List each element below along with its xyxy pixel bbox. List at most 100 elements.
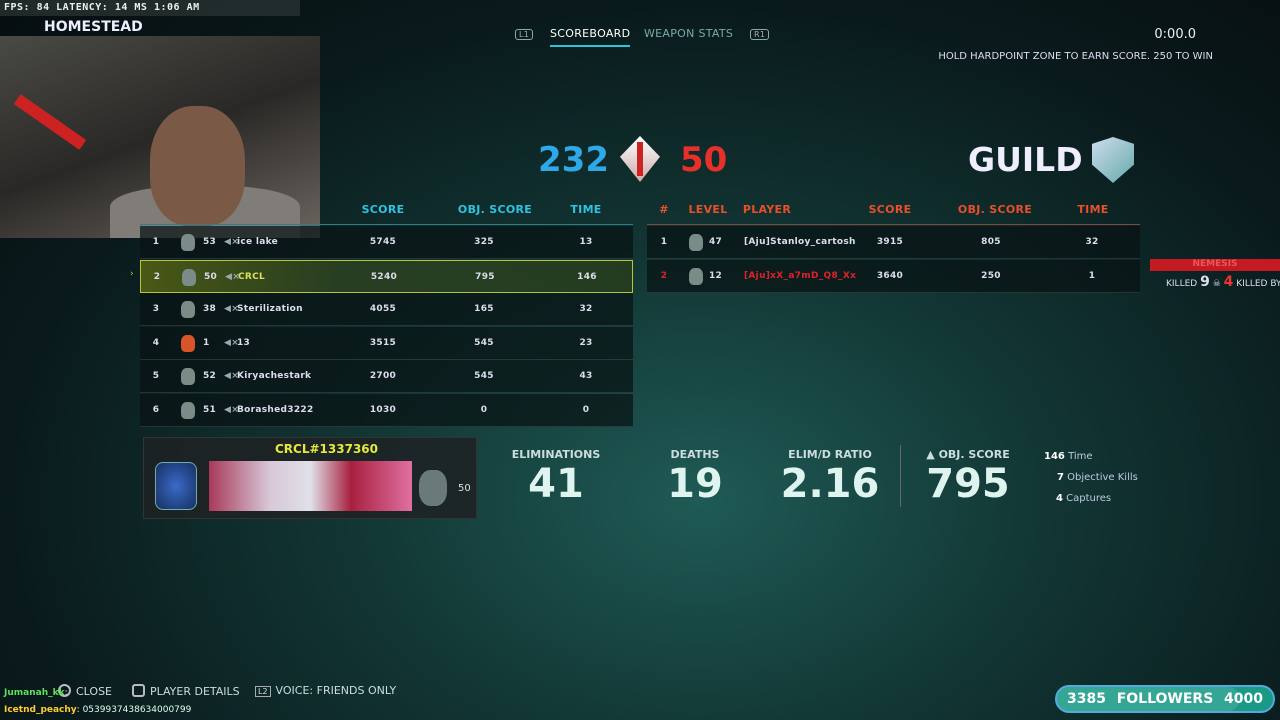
chat-user: Icetnd_peachy — [4, 705, 77, 715]
r1-button-icon[interactable]: R1 — [750, 29, 770, 40]
voice-prompt[interactable]: L2 VOICE: FRIENDS ONLY — [255, 684, 396, 697]
table-row[interactable]: 1 47 [Aju]Stanloy_cartosh 3915 805 32 — [647, 226, 1140, 259]
table-row[interactable]: 5 52 ◀× Kiryachestark 2700 545 43 — [140, 360, 633, 393]
player-avatar-icon — [181, 334, 195, 352]
l1-button-icon[interactable]: L1 — [515, 29, 534, 40]
rank: 5 — [152, 371, 160, 381]
stat-obj-score: ▲ OBJ. SCORE 795 — [926, 448, 1010, 507]
header-time[interactable]: TIME — [570, 203, 602, 216]
friendly-scoreboard: SCORE OBJ. SCORE TIME 1 53 ◀× ice lake 5… — [140, 195, 633, 427]
stat-value: 19 — [667, 461, 723, 507]
time: 0 — [582, 404, 590, 415]
side-stat-value: 4 — [1056, 493, 1063, 504]
enemy-team-name: GUILD — [968, 140, 1083, 179]
table-row[interactable]: 6 51 ◀× Borashed3222 1030 0 0 — [140, 393, 633, 427]
speaker-muted-icon[interactable]: ◀× — [224, 337, 240, 348]
header-obj-score[interactable]: OBJ. SCORE — [957, 203, 1033, 216]
player-avatar-icon — [181, 401, 195, 419]
stat-label: ELIM/D RATIO — [788, 448, 872, 461]
friendly-score: 232 — [538, 140, 609, 180]
stat-value: 2.16 — [780, 461, 880, 507]
level: 50 — [204, 271, 218, 282]
side-stat-value: 146 — [1044, 451, 1065, 462]
killed-by-label: KILLED BY — [1236, 279, 1280, 289]
header-score[interactable]: SCORE — [361, 203, 405, 216]
microphone-arm — [13, 94, 87, 150]
player-avatar-icon — [181, 301, 195, 318]
header-level[interactable]: LEVEL — [688, 203, 728, 216]
killed-label: KILLED — [1166, 279, 1198, 289]
chat-message: Icetnd_peachy: 0539937438634000799 — [4, 705, 191, 715]
speaker-muted-icon[interactable]: ◀× — [224, 304, 240, 314]
time: 13 — [579, 237, 593, 247]
stat-label: DEATHS — [670, 448, 720, 461]
follower-count: 3385 — [1067, 691, 1106, 707]
speaker-muted-icon[interactable]: ◀× — [224, 237, 240, 247]
table-row[interactable]: 2 12 [Aju]xX_a7mD_Q8_Xx 3640 250 1 — [647, 259, 1140, 293]
score: 3515 — [369, 337, 397, 348]
nemesis-label: NEMESIS — [1150, 259, 1280, 271]
table-row[interactable]: 4 1 ◀× 13 3515 545 23 — [140, 326, 633, 360]
level: 38 — [203, 304, 217, 314]
player-name: CRCL — [238, 271, 266, 282]
speaker-muted-icon[interactable]: ◀× — [224, 404, 240, 415]
stat-elim-ratio: ELIM/D RATIO 2.16 — [781, 448, 880, 507]
rank: 1 — [152, 237, 160, 247]
obj-score: 795 — [475, 271, 495, 282]
player-level: 50 — [458, 483, 471, 494]
side-stat-time: 146 Time — [1044, 451, 1093, 462]
calling-card-image — [209, 461, 412, 511]
follower-progress-fill — [1057, 687, 1240, 711]
table-row[interactable]: 1 53 ◀× ice lake 5745 325 13 — [140, 226, 633, 259]
player-details-prompt[interactable]: PLAYER DETAILS — [132, 684, 240, 698]
table-row[interactable]: 2 50 ◀× CRCL 5240 795 146 — [140, 259, 633, 293]
header-time[interactable]: TIME — [1077, 203, 1109, 216]
player-name: [Aju]Stanloy_cartosh — [744, 237, 856, 247]
header-score[interactable]: SCORE — [868, 203, 912, 216]
close-prompt[interactable]: CLOSE — [58, 684, 112, 698]
time: 32 — [1085, 237, 1099, 247]
table-row[interactable]: 3 38 ◀× Sterilization 4055 165 32 — [140, 293, 633, 326]
time: 43 — [579, 371, 593, 381]
tab-scoreboard[interactable]: SCOREBOARD — [550, 27, 631, 47]
player-details-label: PLAYER DETAILS — [150, 685, 240, 698]
tab-weapon-stats[interactable]: WEAPON STATS — [644, 27, 734, 40]
rank-icon — [689, 234, 703, 251]
level: 47 — [709, 237, 723, 247]
game-mode-emblem-icon — [620, 136, 660, 182]
level: 1 — [203, 337, 210, 348]
rank-icon — [689, 267, 703, 285]
level: 51 — [203, 404, 217, 415]
voice-label: VOICE: FRIENDS ONLY — [275, 684, 397, 697]
close-label: CLOSE — [76, 685, 113, 698]
stat-eliminations: ELIMINATIONS 41 — [512, 448, 601, 507]
score: 1030 — [369, 404, 397, 415]
score: 3915 — [876, 237, 904, 247]
player-avatar-icon — [181, 234, 195, 251]
side-stat-label: Objective Kills — [1067, 472, 1138, 483]
header-player[interactable]: PLAYER — [742, 203, 792, 216]
player-avatar-icon — [182, 268, 196, 286]
stat-label: ▲ OBJ. SCORE — [926, 448, 1010, 461]
speaker-muted-icon[interactable]: ◀× — [225, 271, 241, 282]
stat-label-text: OBJ. SCORE — [938, 448, 1010, 461]
player-tag: CRCL#1337360 — [275, 442, 379, 456]
guild-shield-icon — [1092, 137, 1134, 183]
objective-icon: ▲ — [926, 448, 939, 461]
stat-value: 795 — [926, 461, 1010, 507]
stream-stats-overlay: FPS: 84 LATENCY: 14 MS 1:06 AM — [0, 0, 300, 16]
obj-score: 545 — [474, 371, 494, 381]
header-rank[interactable]: # — [659, 203, 669, 216]
obj-score: 545 — [474, 337, 494, 348]
level: 12 — [709, 270, 723, 281]
side-stat-captures: 4 Captures — [1056, 493, 1111, 504]
side-stat-value: 7 — [1057, 472, 1064, 483]
speaker-muted-icon[interactable]: ◀× — [224, 371, 240, 381]
header-obj-score[interactable]: OBJ. SCORE — [457, 203, 533, 216]
obj-score: 0 — [480, 404, 488, 415]
time: 146 — [577, 271, 597, 282]
stat-deaths: DEATHS 19 — [667, 448, 723, 507]
obj-score: 325 — [474, 237, 494, 247]
stats-divider — [900, 445, 901, 507]
rank: 1 — [660, 237, 668, 247]
